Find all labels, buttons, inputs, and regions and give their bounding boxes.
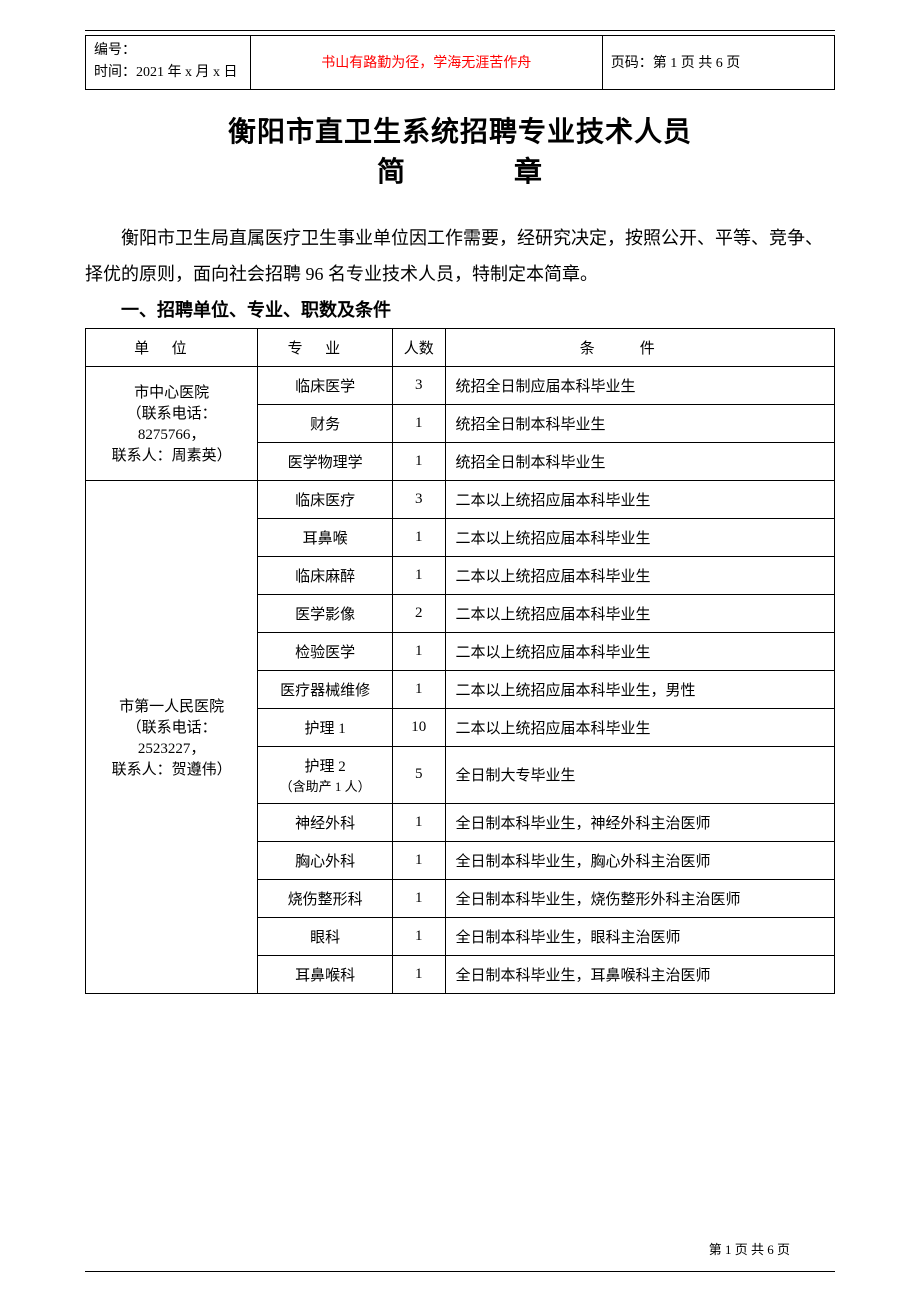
- th-condition: 条件: [445, 328, 835, 366]
- count-cell: 3: [393, 480, 445, 518]
- th-count: 人数: [393, 328, 445, 366]
- cond-cell: 二本以上统招应届本科毕业生: [445, 632, 835, 670]
- count-cell: 2: [393, 594, 445, 632]
- cond-cell: 全日制本科毕业生，烧伤整形外科主治医师: [445, 879, 835, 917]
- footer-page-number: 第 1 页 共 6 页: [709, 1239, 790, 1258]
- count-cell: 1: [393, 955, 445, 993]
- table-row: 市中心医院 （联系电话： 8275766， 联系人：周素英） 临床医学 3 统招…: [86, 366, 835, 404]
- cond-cell: 统招全日制本科毕业生: [445, 404, 835, 442]
- count-cell: 1: [393, 841, 445, 879]
- count-cell: 1: [393, 556, 445, 594]
- unit2-contact: 联系人：贺遵伟）: [96, 758, 247, 779]
- major-cell: 耳鼻喉: [258, 518, 393, 556]
- cond-cell: 二本以上统招应届本科毕业生: [445, 518, 835, 556]
- doc-time-label: 时间：2021 年 x 月 x 日: [94, 62, 242, 84]
- unit1-name: 市中心医院: [96, 381, 247, 402]
- count-cell: 1: [393, 803, 445, 841]
- cond-cell: 二本以上统招应届本科毕业生: [445, 594, 835, 632]
- cond-cell: 二本以上统招应届本科毕业生: [445, 480, 835, 518]
- page-title-line2: 简 章: [85, 150, 835, 190]
- intro-paragraph: 衡阳市卫生局直属医疗卫生事业单位因工作需要，经研究决定，按照公开、平等、竞争、择…: [85, 220, 835, 292]
- title-char-1: 简: [377, 150, 406, 190]
- table-row: 市第一人民医院 （联系电话： 2523227， 联系人：贺遵伟） 临床医疗 3 …: [86, 480, 835, 518]
- cond-cell: 全日制本科毕业生，耳鼻喉科主治医师: [445, 955, 835, 993]
- cond-cell: 统招全日制应届本科毕业生: [445, 366, 835, 404]
- count-cell: 1: [393, 879, 445, 917]
- major-cell: 耳鼻喉科: [258, 955, 393, 993]
- cond-cell: 全日制大专毕业生: [445, 746, 835, 803]
- cond-cell: 全日制本科毕业生，眼科主治医师: [445, 917, 835, 955]
- top-rule: [85, 30, 835, 31]
- count-cell: 10: [393, 708, 445, 746]
- unit-cell: 市第一人民医院 （联系电话： 2523227， 联系人：贺遵伟）: [86, 480, 258, 993]
- major-cell: 医学影像: [258, 594, 393, 632]
- cond-cell: 二本以上统招应届本科毕业生: [445, 556, 835, 594]
- count-cell: 1: [393, 917, 445, 955]
- unit2-phone: 2523227，: [96, 737, 247, 758]
- th-unit: 单位: [86, 328, 258, 366]
- major-cell: 眼科: [258, 917, 393, 955]
- bottom-rule: [85, 1271, 835, 1272]
- cond-cell: 二本以上统招应届本科毕业生: [445, 708, 835, 746]
- major-cell: 护理 1: [258, 708, 393, 746]
- major-cell: 临床麻醉: [258, 556, 393, 594]
- section-1-heading: 一、招聘单位、专业、职数及条件: [85, 296, 835, 322]
- major-cell: 检验医学: [258, 632, 393, 670]
- unit1-phone: 8275766，: [96, 423, 247, 444]
- unit-cell: 市中心医院 （联系电话： 8275766， 联系人：周素英）: [86, 366, 258, 480]
- major-cell: 胸心外科: [258, 841, 393, 879]
- major-cell: 临床医疗: [258, 480, 393, 518]
- header-page-label: 页码：第 1 页 共 6 页: [602, 36, 834, 90]
- major-cell: 烧伤整形科: [258, 879, 393, 917]
- major-cell: 财务: [258, 404, 393, 442]
- major-cell: 医疗器械维修: [258, 670, 393, 708]
- doc-id-label: 编号：: [94, 40, 242, 62]
- unit1-contact: 联系人：周素英）: [96, 444, 247, 465]
- cond-cell: 二本以上统招应届本科毕业生，男性: [445, 670, 835, 708]
- major-cell: 神经外科: [258, 803, 393, 841]
- count-cell: 3: [393, 366, 445, 404]
- cond-cell: 全日制本科毕业生，胸心外科主治医师: [445, 841, 835, 879]
- header-left-cell: 编号： 时间：2021 年 x 月 x 日: [86, 36, 251, 90]
- count-cell: 1: [393, 404, 445, 442]
- major-cell: 护理 2 （含助产 1 人）: [258, 746, 393, 803]
- title-char-2: 章: [514, 150, 543, 190]
- unit1-phone-label: （联系电话：: [96, 402, 247, 423]
- document-header-table: 编号： 时间：2021 年 x 月 x 日 书山有路勤为径，学海无涯苦作舟 页码…: [85, 35, 835, 90]
- count-cell: 1: [393, 518, 445, 556]
- unit2-name: 市第一人民医院: [96, 695, 247, 716]
- header-motto: 书山有路勤为径，学海无涯苦作舟: [250, 36, 602, 90]
- count-cell: 5: [393, 746, 445, 803]
- count-cell: 1: [393, 632, 445, 670]
- count-cell: 1: [393, 442, 445, 480]
- recruitment-table: 单位 专业 人数 条件 市中心医院 （联系电话： 8275766， 联系人：周素…: [85, 328, 835, 994]
- cond-cell: 全日制本科毕业生，神经外科主治医师: [445, 803, 835, 841]
- page-title-line1: 衡阳市直卫生系统招聘专业技术人员: [85, 110, 835, 150]
- major-cell: 临床医学: [258, 366, 393, 404]
- cond-cell: 统招全日制本科毕业生: [445, 442, 835, 480]
- unit2-phone-label: （联系电话：: [96, 716, 247, 737]
- major-sub: （含助产 1 人）: [268, 776, 382, 795]
- major-main: 护理 2: [268, 755, 382, 776]
- table-header-row: 单位 专业 人数 条件: [86, 328, 835, 366]
- count-cell: 1: [393, 670, 445, 708]
- th-major: 专业: [258, 328, 393, 366]
- major-cell: 医学物理学: [258, 442, 393, 480]
